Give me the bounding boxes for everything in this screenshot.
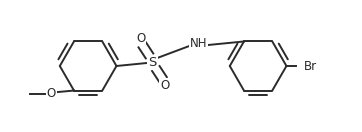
Text: Br: Br [304, 60, 317, 72]
Text: NH: NH [190, 37, 207, 50]
Text: O: O [160, 79, 169, 92]
Text: O: O [47, 87, 56, 100]
Text: S: S [148, 56, 157, 69]
Text: O: O [136, 32, 145, 45]
